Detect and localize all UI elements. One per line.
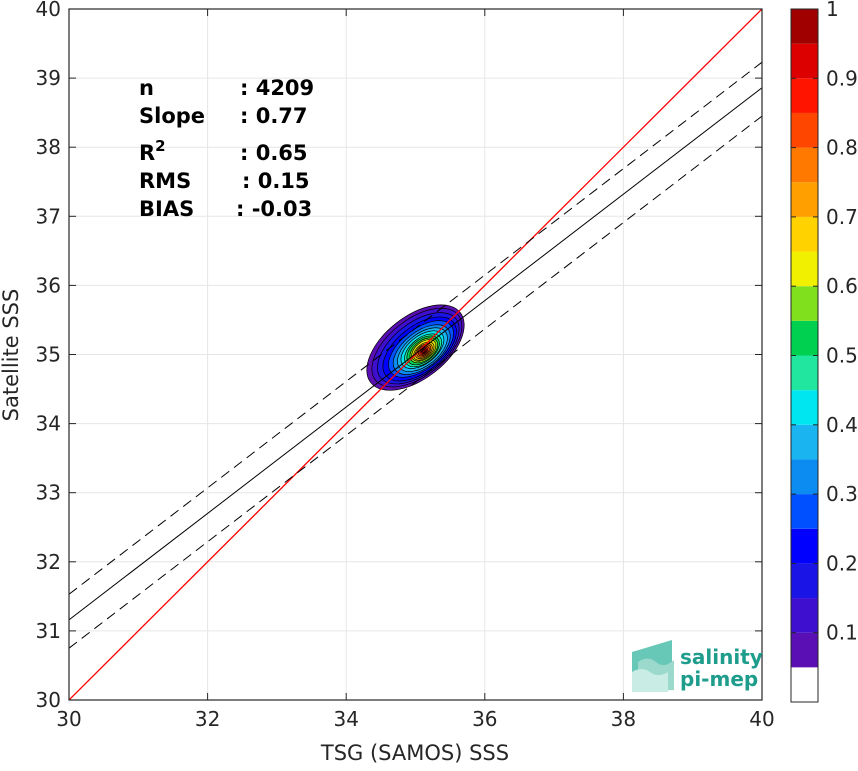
colorbar-band <box>791 390 818 425</box>
x-tick-label: 32 <box>195 707 220 731</box>
colorbar-tick-label: 0.8 <box>826 136 858 160</box>
colorbar-tick-label: 0.2 <box>826 551 858 575</box>
y-tick-label: 34 <box>36 412 61 436</box>
stat-value: : 4209 <box>240 76 314 100</box>
stat-label: R2 <box>139 137 166 165</box>
y-tick-label: 37 <box>36 204 61 228</box>
line-fit <box>69 87 762 621</box>
colorbar-band <box>791 424 818 460</box>
colorbar-band <box>791 286 818 321</box>
stat-value: : -0.03 <box>236 197 312 221</box>
colorbar-band <box>791 355 818 391</box>
logo-waves-icon <box>632 640 674 692</box>
line-fit-rms <box>69 115 762 649</box>
axis-ticks: 30 32 34 36 38 40 30 31 32 33 34 35 36 37 38 39 40 <box>36 0 775 731</box>
colorbar-band <box>791 598 818 633</box>
x-axis-label: TSG (SAMOS) SSS <box>320 741 509 765</box>
x-tick-label: 38 <box>611 707 636 731</box>
colorbar-band <box>791 43 818 79</box>
y-axis-label: Satellite SSS <box>0 289 23 422</box>
line-fit-rms <box>69 61 762 595</box>
colorbar-band <box>791 78 818 113</box>
statistics-box: n : 4209 Slope : 0.77 R2 : 0.65 RMS : 0.15 BIAS:… <box>139 76 314 221</box>
colorbar-band <box>791 667 818 702</box>
colorbar-band <box>791 563 818 599</box>
salinity-pi-mep-logo: salinity pi-mep <box>632 640 763 692</box>
stat-value: : 0.65 <box>240 141 308 165</box>
logo-line2: pi-mep <box>680 667 758 691</box>
line-1-1 <box>69 9 762 700</box>
y-tick-label: 31 <box>36 619 61 643</box>
logo-line1: salinity <box>680 645 763 669</box>
stat-value: : 0.77 <box>240 104 308 128</box>
stat-label: BIAS <box>139 197 194 221</box>
y-tick-label: 33 <box>36 481 61 505</box>
y-tick-label: 30 <box>36 688 61 712</box>
contour-level-0-95 <box>421 349 426 353</box>
colorbar-band <box>791 216 818 252</box>
colorbar-tick-label: 1 <box>826 0 839 21</box>
y-tick-label: 39 <box>36 66 61 90</box>
colorbar-tick-label: 0.3 <box>826 482 858 506</box>
stat-value: : 0.15 <box>242 169 310 193</box>
stat-label: RMS <box>139 169 191 193</box>
colorbar-band <box>791 251 818 287</box>
regression-lines <box>69 9 762 700</box>
y-tick-label: 35 <box>36 343 61 367</box>
stat-label: n <box>139 76 154 100</box>
y-tick-label: 38 <box>36 135 61 159</box>
colorbar-band <box>791 459 818 495</box>
colorbar-tick-label: 0.9 <box>826 66 858 90</box>
x-tick-label: 30 <box>56 707 81 731</box>
colorbar-tick-label: 0.7 <box>826 205 858 229</box>
colorbar-band <box>791 182 818 217</box>
colorbar-band <box>791 494 818 529</box>
colorbar-band <box>791 147 818 183</box>
colorbar-band <box>791 632 818 668</box>
colorbar: 0.1 0.2 0.3 0.4 0.5 0.6 0.7 0.8 0.9 1 <box>790 0 858 703</box>
grid-lines <box>68 8 763 701</box>
x-tick-label: 36 <box>472 707 497 731</box>
colorbar-tick-label: 0.1 <box>826 621 858 645</box>
y-tick-label: 40 <box>36 0 61 21</box>
colorbar-tick-label: 0.4 <box>826 413 858 437</box>
y-tick-label: 32 <box>36 550 61 574</box>
colorbar-tick-label: 0.6 <box>826 274 858 298</box>
colorbar-band <box>791 9 818 44</box>
x-tick-label: 34 <box>333 707 358 731</box>
colorbar-band <box>791 320 818 356</box>
colorbar-band <box>791 528 818 564</box>
stat-label: Slope <box>139 104 205 128</box>
colorbar-tick-label: 0.5 <box>826 344 858 368</box>
colorbar-band <box>791 112 818 148</box>
y-tick-label: 36 <box>36 273 61 297</box>
x-tick-label: 40 <box>749 707 774 731</box>
